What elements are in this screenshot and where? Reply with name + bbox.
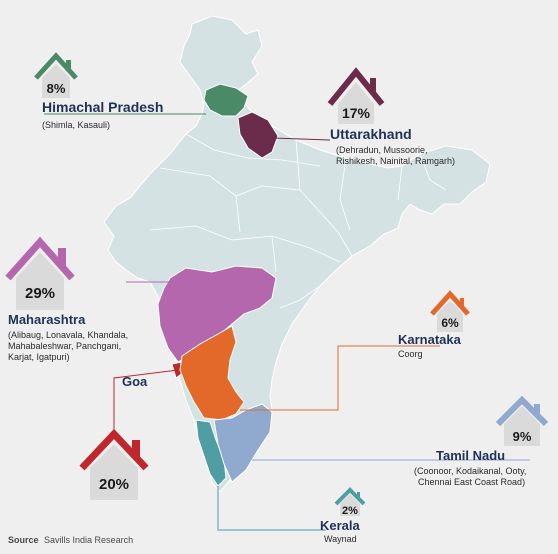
tamil-nadu-state[interactable]	[213, 403, 273, 483]
uttarakhand-state[interactable]	[237, 111, 279, 159]
himachal-name: Himachal Pradesh	[42, 99, 163, 115]
kerala-percent: 2%	[342, 505, 358, 517]
uttarakhand-name: Uttarakhand	[330, 126, 412, 142]
himachal-percent: 8%	[47, 81, 66, 96]
maharashtra-state[interactable]	[157, 265, 277, 363]
leader-lines	[44, 113, 530, 531]
himachal-pradesh-state[interactable]	[203, 83, 249, 117]
tamilnadu-percent: 9%	[513, 429, 532, 444]
goa-percent: 20%	[99, 476, 129, 493]
kerala-state[interactable]	[195, 419, 227, 487]
karnataka-leader	[240, 345, 440, 411]
house-icon-maharashtra	[5, 236, 75, 310]
goa-name: Goa	[122, 374, 148, 389]
maharashtra-name: Maharashtra	[8, 312, 86, 327]
house-icon-karnataka	[430, 290, 470, 332]
uttarakhand-leader	[271, 137, 331, 141]
india-outline	[103, 15, 491, 493]
tamilnadu-name: Tamil Nadu	[436, 448, 505, 463]
house-icon-kerala	[334, 487, 366, 516]
kerala-places: Waynad	[324, 534, 357, 544]
tamilnadu-places-line1: (Coonoor, Kodaikanal, Ooty,	[414, 466, 526, 476]
kerala-leader	[217, 486, 326, 531]
karnataka-percent: 6%	[441, 316, 459, 330]
goa-leader	[113, 369, 179, 432]
uttarakhand-places-line1: (Dehradun, Mussoorie,	[336, 145, 428, 155]
house-icon-himachal	[34, 52, 78, 98]
himachal-places: (Shimla, Kasauli)	[42, 120, 110, 130]
house-icon-tamilnadu	[495, 395, 549, 446]
maharashtra-places-line3: Karjat, Igatpuri)	[8, 352, 70, 362]
state-borders	[149, 133, 447, 309]
maharashtra-places-line1: (Alibaug, Lonavala, Khandala,	[8, 330, 128, 340]
house-icon-goa	[79, 428, 149, 500]
tamilnadu-places-line2: Chennai East Coast Road)	[418, 477, 525, 487]
source-text: Savills India Research	[44, 535, 133, 545]
maharashtra-places-line2: Mahabaleshwar, Panchgani,	[8, 341, 121, 351]
karnataka-state[interactable]	[179, 325, 245, 421]
kerala-name: Kerala	[320, 518, 361, 533]
source-note: Source Savills India Research	[8, 535, 133, 545]
karnataka-places: Coorg	[398, 349, 423, 359]
house-icon-uttarakhand	[327, 67, 385, 124]
source-label: Source	[8, 535, 39, 545]
karnataka-name: Karnataka	[398, 332, 462, 347]
maharashtra-percent: 29%	[25, 285, 55, 302]
uttarakhand-places-line2: Rishikesh, Nainital, Ramgarh)	[336, 156, 455, 166]
uttarakhand-percent: 17%	[342, 105, 371, 121]
